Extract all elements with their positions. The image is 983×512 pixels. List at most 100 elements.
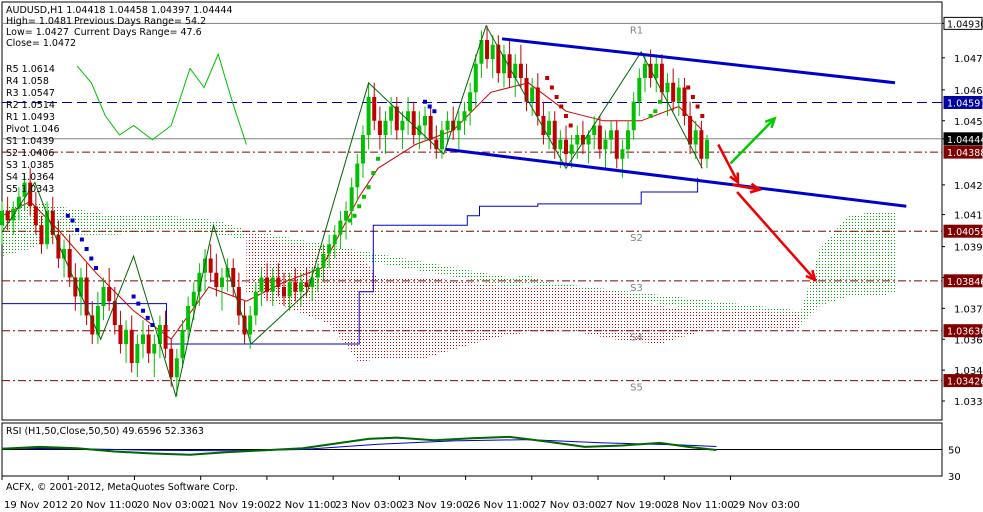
info-high: High= 1.0481 xyxy=(6,16,72,27)
candle-body xyxy=(73,277,78,297)
price-tag-label-1.03426: 1.03426 xyxy=(947,377,983,388)
psar-dot-bear xyxy=(136,301,141,306)
rsi-signal-line xyxy=(1,439,717,452)
pivot-label-s4: S4 xyxy=(630,333,643,344)
candle-body xyxy=(219,277,224,287)
forecast-arrowhead-red-3 xyxy=(805,269,818,283)
psar-dot-bear xyxy=(700,114,705,118)
x-tick-label: 22 Nov 11:00 xyxy=(269,500,336,511)
psar-dot-bear xyxy=(79,237,84,242)
candle-body xyxy=(496,44,501,74)
y-tick-label: 1.03730 xyxy=(954,304,983,315)
candle-body xyxy=(157,325,162,344)
candle-body xyxy=(67,249,72,278)
x-tick-label: 27 Nov 19:00 xyxy=(600,500,667,511)
pivot-list-s3: S3 1.0385 xyxy=(6,160,54,171)
candle-body xyxy=(535,87,540,116)
psar-dot-bear xyxy=(84,247,89,251)
pivot-list-s5: S5 1.0343 xyxy=(6,184,54,195)
candle-body xyxy=(569,144,574,154)
candle-body xyxy=(626,130,631,150)
candle-body xyxy=(400,120,405,131)
tenkan-line xyxy=(1,82,703,340)
candle-body xyxy=(434,139,439,150)
candle-body xyxy=(462,111,467,121)
candle-body xyxy=(112,301,117,325)
candle-body xyxy=(654,63,659,78)
price-tag-1.04597 xyxy=(943,95,983,109)
candle-body xyxy=(225,268,230,278)
candle-body xyxy=(490,44,495,59)
psar-dot-bear xyxy=(65,213,70,218)
forecast-arrowhead-red-1 xyxy=(729,172,740,186)
candle-body xyxy=(530,87,535,102)
candle-body xyxy=(547,120,552,135)
pivot-list-r2: R2 1.0514 xyxy=(6,100,55,111)
candle-body xyxy=(586,135,591,145)
psar-dot-bear xyxy=(145,315,150,320)
rsi-tick-label: 30 xyxy=(948,472,961,483)
y-tick-label: 1.04125 xyxy=(954,211,983,222)
forecast-arrow-red-2 xyxy=(732,183,760,191)
info-prev-range: Previous Days Range= 54.2 xyxy=(74,16,206,27)
ichimoku-cloud-red xyxy=(246,230,801,363)
candle-body xyxy=(468,92,473,112)
candle-body xyxy=(321,253,326,268)
price-tag-1.04930 xyxy=(943,16,983,30)
candle-body xyxy=(56,234,61,259)
candle-body xyxy=(592,125,597,135)
rsi-line xyxy=(1,435,717,456)
candle-body xyxy=(265,277,270,292)
y-tick-label: 1.04785 xyxy=(954,54,983,65)
candle-body xyxy=(456,120,461,131)
info-cur-range: Current Days Range= 47.6 xyxy=(74,27,202,38)
candle-body xyxy=(473,63,478,93)
info-close: Close= 1.0472 xyxy=(6,38,76,49)
psar-dot-bull xyxy=(347,218,352,223)
candle-body xyxy=(372,97,377,121)
overlay: AUDUSD,H1 1.04418 1.04458 1.04397 1.0444… xyxy=(6,5,238,493)
candle-body xyxy=(485,40,490,59)
candle-body xyxy=(186,306,191,330)
candle-body xyxy=(366,97,371,135)
forecast-arrow-green-0 xyxy=(729,117,776,165)
psar-dot-bull xyxy=(658,99,662,104)
candle-body xyxy=(327,244,332,254)
candle-body xyxy=(609,130,614,140)
candle-body xyxy=(620,149,625,159)
price-tag-label-1.04597: 1.04597 xyxy=(947,98,983,109)
candle-body xyxy=(84,277,89,316)
pivot-label-s5: S5 xyxy=(630,383,643,394)
pivot-list-s4: S4 1.0364 xyxy=(6,172,54,183)
candle-body xyxy=(253,291,258,316)
price-tag-label-1.04055: 1.04055 xyxy=(947,227,983,238)
candle-body xyxy=(513,63,518,78)
pivot-list-r1: R1 1.0493 xyxy=(6,112,55,123)
y-tick-label: 1.04250 xyxy=(954,181,983,192)
candle-body xyxy=(50,211,55,235)
candle-body xyxy=(248,315,253,335)
x-tick-label: 20 Nov 03:00 xyxy=(136,500,203,511)
candle-body xyxy=(231,268,236,287)
psar-dot-bear xyxy=(695,104,700,109)
candle-body xyxy=(107,287,112,302)
x-tick-label: 29 Nov 03:00 xyxy=(733,500,800,511)
candle-body xyxy=(90,315,95,335)
price-tag-1.04055 xyxy=(943,224,983,238)
candle-body xyxy=(124,329,129,344)
candle-body xyxy=(360,135,365,164)
y-tick-label: 1.03990 xyxy=(954,243,983,254)
candle-body xyxy=(39,225,44,245)
psar-dot-bear xyxy=(545,76,550,80)
candle-body xyxy=(62,249,67,259)
candle-body xyxy=(411,111,416,135)
x-tick-label: 19 Nov 2012 xyxy=(4,500,68,511)
candle-body xyxy=(304,282,309,287)
candle-body xyxy=(95,306,100,335)
psar-dot-bear xyxy=(427,104,432,109)
kijun-line xyxy=(2,177,699,345)
candle-body xyxy=(78,277,83,297)
price-tag-1.03636 xyxy=(943,324,983,338)
price-tag-1.04444 xyxy=(943,132,983,146)
ichimoku-cloud-green xyxy=(2,201,895,325)
